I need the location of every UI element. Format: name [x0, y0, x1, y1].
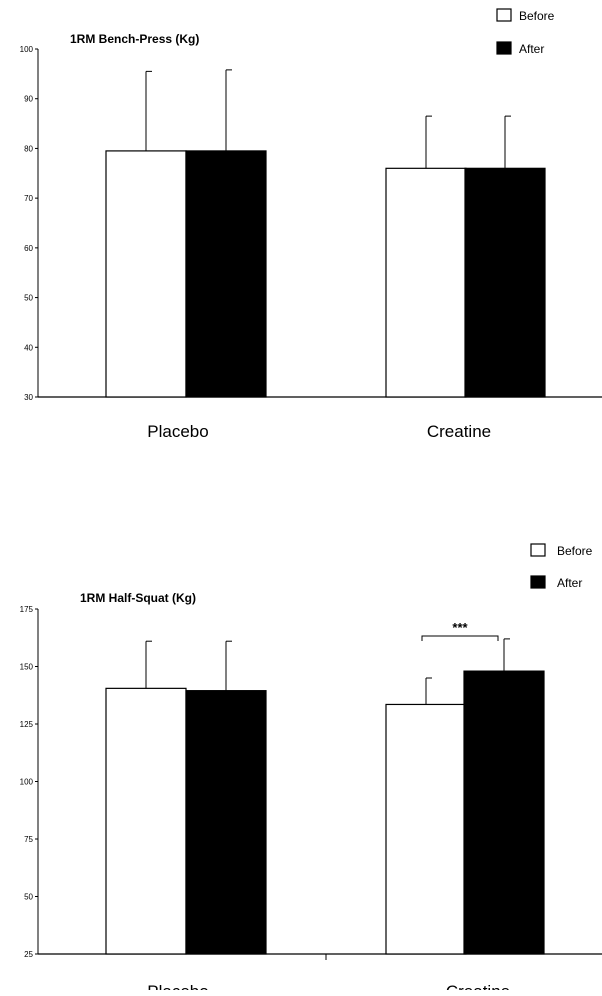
y-tick-label: 50 [24, 893, 33, 902]
legend-label-before: Before [519, 9, 555, 23]
legend-label-before: Before [557, 544, 593, 558]
y-tick-label: 60 [24, 244, 33, 253]
bar-before-creatine [385, 167, 467, 398]
bar-after-placebo [185, 150, 267, 398]
category-label: Placebo [147, 422, 208, 441]
legend-label-after: After [557, 576, 582, 590]
y-tick-label: 125 [20, 720, 34, 729]
bar-after-creatine [464, 167, 546, 398]
y-tick-label: 150 [20, 663, 34, 672]
y-tick-label: 100 [20, 778, 34, 787]
legend-swatch-before [496, 8, 512, 22]
bar-before-placebo [105, 687, 187, 955]
y-tick-label: 175 [20, 605, 34, 614]
bar-before-creatine [385, 703, 467, 955]
half-squat-chart: 1RM Half-Squat (Kg) 25 50 75 100 125 150 175 Pla… [20, 543, 602, 990]
chart-title: 1RM Bench-Press (Kg) [70, 32, 199, 46]
chart-title: 1RM Half-Squat (Kg) [80, 591, 196, 605]
y-tick-label: 75 [24, 835, 33, 844]
legend-label-after: After [519, 42, 544, 56]
y-tick-label: 70 [24, 194, 33, 203]
bar-after-creatine [463, 670, 545, 955]
y-tick-label: 25 [24, 950, 33, 959]
y-tick-label: 80 [24, 144, 33, 153]
category-label: Placebo [147, 982, 208, 990]
legend-swatch-after [496, 41, 512, 55]
y-tick-label: 50 [24, 294, 33, 303]
bar-after-placebo [185, 690, 267, 955]
y-tick-label: 90 [24, 95, 33, 104]
legend-swatch-after [530, 575, 546, 589]
category-label: Creatine [446, 982, 510, 990]
y-tick-label: 30 [24, 393, 33, 402]
y-tick-label: 100 [20, 45, 34, 54]
bench-press-chart: 1RM Bench-Press (Kg) 30 40 50 60 70 80 90 100 Pla… [20, 8, 602, 441]
bar-before-placebo [105, 150, 187, 398]
significance-bracket [421, 635, 499, 641]
y-tick-label: 40 [24, 343, 33, 352]
legend-swatch-before [530, 543, 546, 557]
category-label: Creatine [427, 422, 491, 441]
significance-label: *** [452, 620, 468, 635]
